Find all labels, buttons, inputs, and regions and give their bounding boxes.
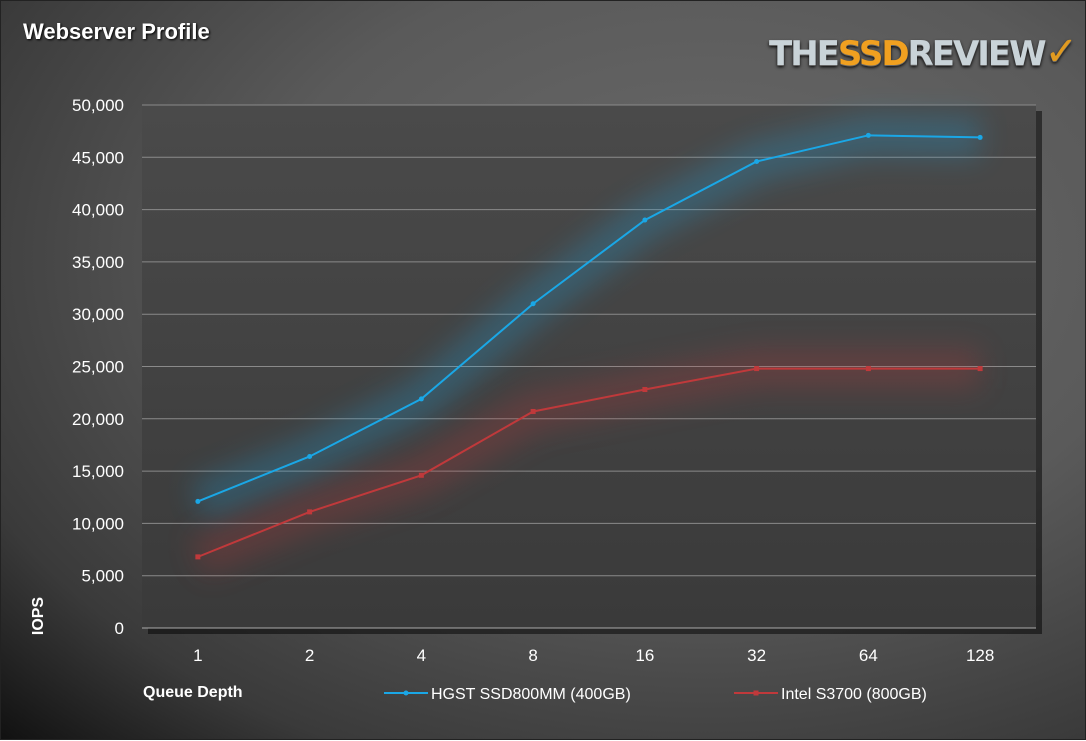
legend-marker — [403, 690, 409, 696]
data-point — [418, 396, 424, 402]
site-logo: THESSDREVIEW✓ — [769, 29, 1078, 75]
data-point — [642, 387, 648, 393]
legend-label: HGST SSD800MM (400GB) — [431, 686, 631, 703]
data-point — [195, 498, 201, 504]
x-tick-label: 8 — [528, 646, 537, 665]
chart-title: Webserver Profile — [23, 19, 210, 44]
legend-marker — [753, 690, 759, 696]
x-tick-label: 1 — [193, 646, 202, 665]
y-tick-label: 40,000 — [72, 201, 124, 220]
y-tick-label: 30,000 — [72, 305, 124, 324]
x-tick-label: 32 — [747, 646, 766, 665]
x-axis-label: Queue Depth — [143, 684, 243, 701]
y-tick-label: 25,000 — [72, 358, 124, 377]
y-tick-label: 35,000 — [72, 253, 124, 272]
data-point — [642, 217, 648, 223]
data-point — [754, 158, 760, 164]
data-point — [530, 301, 536, 307]
data-point — [865, 366, 871, 372]
data-point — [977, 134, 983, 140]
data-point — [195, 554, 201, 560]
y-axis-label: IOPS — [30, 597, 47, 636]
data-point — [865, 132, 871, 138]
y-tick-label: 0 — [115, 619, 124, 638]
x-tick-label: 128 — [966, 646, 994, 665]
data-point — [977, 366, 983, 372]
data-point — [530, 408, 536, 414]
y-tick-label: 15,000 — [72, 462, 124, 481]
y-tick-label: 45,000 — [72, 148, 124, 167]
x-tick-label: 64 — [859, 646, 878, 665]
y-tick-label: 5,000 — [81, 567, 124, 586]
y-tick-label: 10,000 — [72, 514, 124, 533]
checkmark-icon: ✓ — [1044, 29, 1078, 75]
data-point — [754, 366, 760, 372]
y-tick-label: 50,000 — [72, 96, 124, 115]
y-tick-label: 20,000 — [72, 410, 124, 429]
x-tick-label: 4 — [417, 646, 426, 665]
data-point — [418, 472, 424, 478]
series-line-0 — [197, 134, 981, 503]
legend-label: Intel S3700 (800GB) — [781, 686, 927, 703]
x-tick-label: 16 — [635, 646, 654, 665]
data-point — [307, 509, 313, 515]
series-line-1 — [197, 367, 981, 558]
x-tick-label: 2 — [305, 646, 314, 665]
data-point — [307, 453, 313, 459]
